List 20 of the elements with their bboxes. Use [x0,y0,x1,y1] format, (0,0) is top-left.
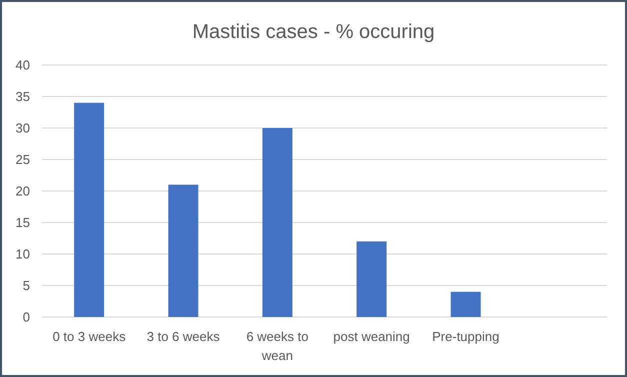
y-tick-label: 25 [16,152,30,168]
y-tick-label: 10 [16,246,30,262]
bar [168,184,198,317]
y-tick-label: 5 [22,278,30,294]
y-tick-label: 20 [16,184,30,199]
y-tick-label: 40 [16,58,30,73]
chart-title: Mastitis cases - % occuring [192,21,435,43]
bar [262,128,292,317]
y-tick-label: 15 [16,215,30,230]
x-tick-label: Pre-tupping [432,329,500,344]
y-tick-label: 35 [16,89,30,104]
x-tick-label: 3 to 6 weeks [146,329,220,344]
bar [356,241,387,317]
y-tick-label: 30 [16,120,30,136]
x-tick-label: 6 weeks to wean [246,329,308,363]
x-tick-label: 0 to 3 weeks [52,329,126,344]
x-tick-label: post weaning [333,329,410,344]
bar [450,292,481,317]
bar [74,102,104,317]
y-tick-label: 0 [22,310,30,325]
